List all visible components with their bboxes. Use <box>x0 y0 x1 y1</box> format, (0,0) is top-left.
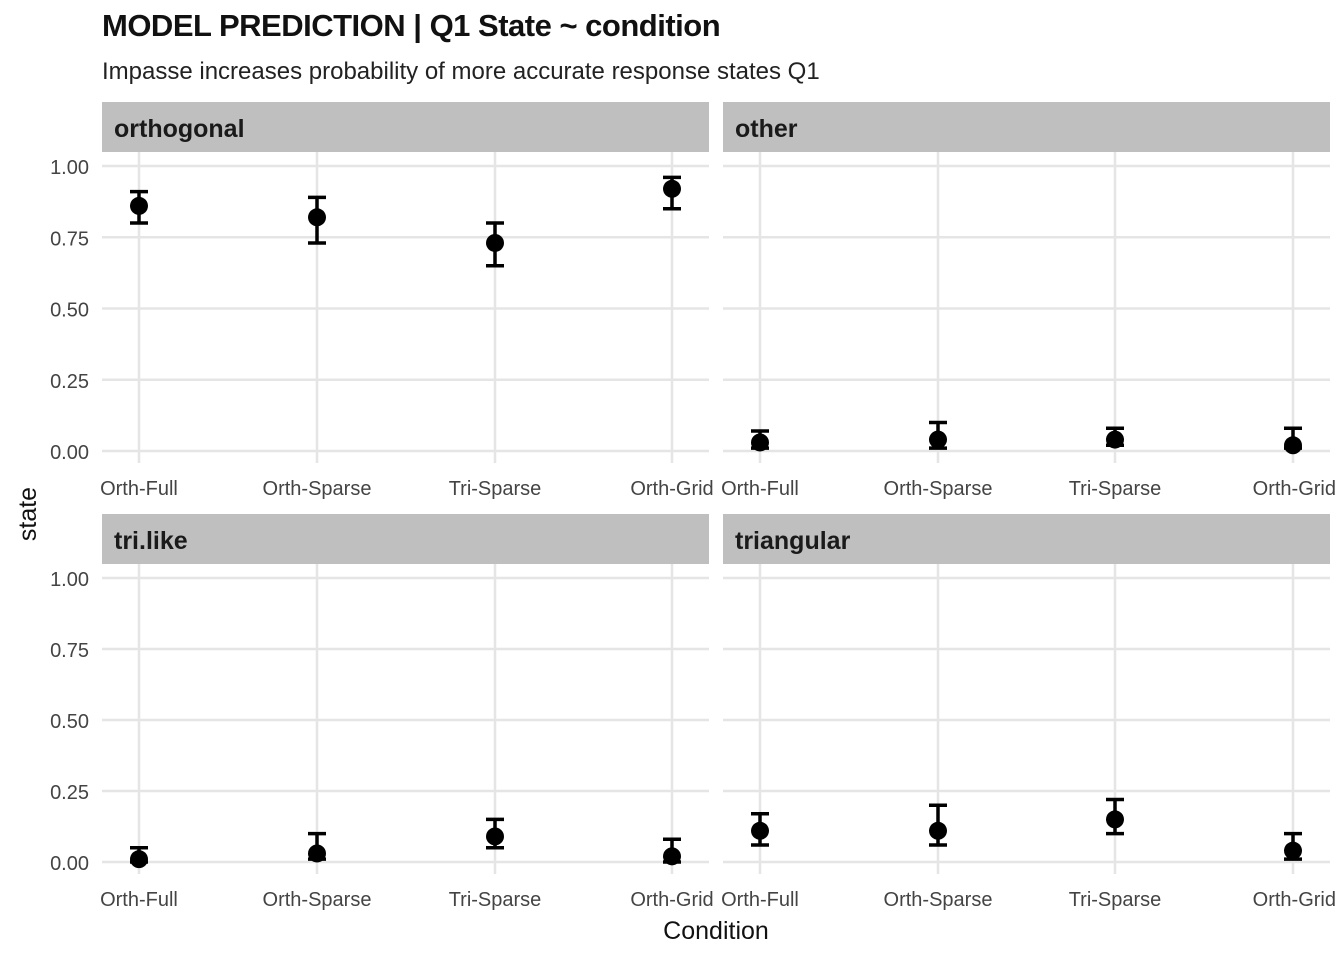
data-point <box>130 196 148 215</box>
data-point <box>1106 430 1124 449</box>
data-point <box>751 821 769 840</box>
x-tick-label: Orth-Grid <box>1253 889 1336 911</box>
data-point <box>1284 436 1302 455</box>
y-tick-label: 1.00 <box>50 157 89 179</box>
y-tick-label: 0.00 <box>50 442 89 464</box>
data-point <box>308 208 326 227</box>
x-tick-label: Orth-Full <box>721 889 799 911</box>
y-tick-label: 1.00 <box>50 569 89 591</box>
x-tick-label: Orth-Full <box>721 478 799 500</box>
y-tick-label: 0.75 <box>50 640 89 662</box>
x-tick-label: Orth-Grid <box>630 889 713 911</box>
facet-label: tri.like <box>114 527 188 555</box>
y-tick-label: 0.50 <box>50 300 89 322</box>
x-tick-label: Orth-Grid <box>630 478 713 500</box>
x-tick-label: Tri-Sparse <box>449 889 542 911</box>
facet-label: triangular <box>735 527 851 555</box>
x-tick-label: Orth-Sparse <box>884 478 993 500</box>
data-point <box>486 233 504 252</box>
data-point <box>130 850 148 869</box>
data-point <box>751 433 769 452</box>
facet-label: other <box>735 115 798 143</box>
x-tick-label: Orth-Sparse <box>263 478 372 500</box>
facet-strip <box>723 514 1330 564</box>
facet-strip <box>102 102 709 152</box>
facet-strip <box>102 514 709 564</box>
y-tick-label: 0.00 <box>50 853 89 875</box>
x-tick-label: Orth-Sparse <box>263 889 372 911</box>
data-point <box>929 430 947 449</box>
y-tick-label: 0.75 <box>50 228 89 250</box>
y-tick-label: 0.25 <box>50 782 89 804</box>
x-axis-label: Condition <box>663 917 769 945</box>
data-point <box>929 821 947 840</box>
x-tick-label: Tri-Sparse <box>1069 889 1162 911</box>
facet-label: orthogonal <box>114 115 245 143</box>
x-tick-label: Tri-Sparse <box>1069 478 1162 500</box>
y-axis-label: state <box>14 487 42 541</box>
data-point <box>1284 841 1302 860</box>
facet-strip <box>723 102 1330 152</box>
data-point <box>486 827 504 846</box>
y-tick-label: 0.25 <box>50 371 89 393</box>
x-tick-label: Tri-Sparse <box>449 478 542 500</box>
data-point <box>1106 810 1124 829</box>
data-point <box>663 847 681 866</box>
chart-subtitle: Impasse increases probability of more ac… <box>102 58 820 85</box>
data-point <box>308 844 326 863</box>
chart-title: MODEL PREDICTION | Q1 State ~ condition <box>102 8 721 43</box>
x-tick-label: Orth-Full <box>100 889 178 911</box>
data-point <box>663 179 681 198</box>
x-tick-label: Orth-Grid <box>1253 478 1336 500</box>
y-tick-label: 0.50 <box>50 711 89 733</box>
x-tick-label: Orth-Full <box>100 478 178 500</box>
x-tick-label: Orth-Sparse <box>884 889 993 911</box>
